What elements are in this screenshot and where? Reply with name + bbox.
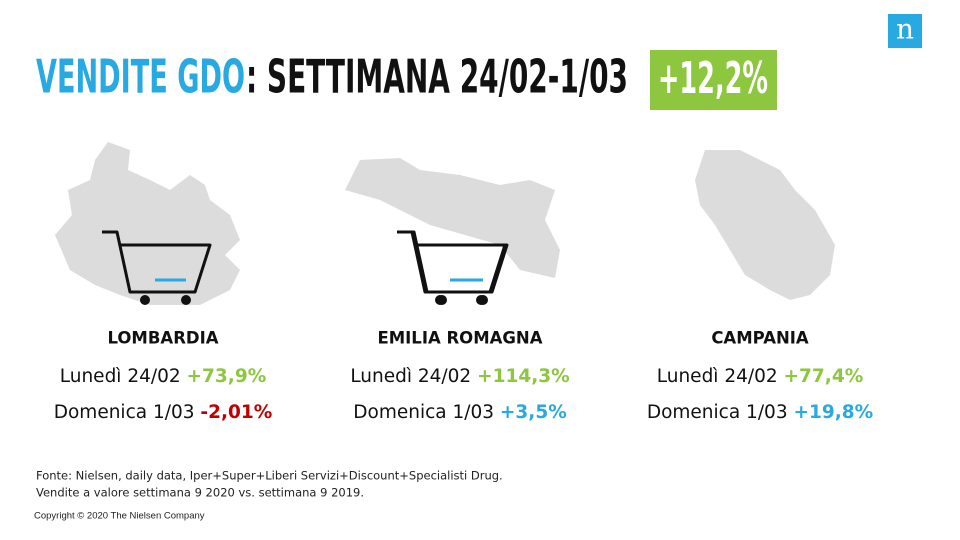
change-value: +77,4% [784,366,864,387]
cart-wheel [140,295,150,305]
total: +12,2% [658,53,768,104]
cart-icon [102,230,212,305]
change-value: +3,5% [500,402,567,423]
change-value: -2,01% [200,402,272,423]
cart-wheel [476,295,486,305]
source-line: Fonte: Nielsen, daily data, Iper+Super+L… [36,469,503,483]
day-label: Domenica 1/03 [54,402,195,423]
change-value: +114,3% [477,366,570,387]
region-line: Lunedì 24/02 +77,4% [657,366,863,387]
change-value: +73,9% [187,366,267,387]
region-line: Domenica 1/03 +3,5% [353,402,566,423]
logo: n [896,13,914,46]
region-name: CAMPANIA [711,329,809,348]
region-line: Lunedì 24/02 +73,9% [60,366,266,387]
day-label: Lunedì 24/02 [350,366,471,387]
cart-body [397,230,507,294]
day-label: Lunedì 24/02 [657,366,778,387]
cart-wheel [435,295,445,305]
map-emilia-romagna [345,158,560,278]
logo-box [888,14,922,48]
day-label: Lunedì 24/02 [60,366,181,387]
day-label: Domenica 1/03 [647,402,788,423]
total-box [650,50,777,110]
map-lombardia [55,142,240,305]
cart-body [102,230,212,294]
cart-wheel [181,295,191,305]
copyright: Copyright © 2020 The Nielsen Company [34,511,205,522]
day-label: Domenica 1/03 [353,402,494,423]
change-value: +19,8% [793,402,873,423]
source-line: Vendite a valore settimana 9 2020 vs. se… [36,486,364,500]
title-highlight: VENDITE GDO [36,50,245,104]
region-name: EMILIA ROMAGNA [377,329,542,348]
region-line: Domenica 1/03 +19,8% [647,402,873,423]
region-name: LOMBARDIA [107,329,218,348]
title: : SETTIMANA 24/02-1/03 [246,50,628,104]
map-campania [695,150,835,300]
region-line: Domenica 1/03 -2,01% [54,402,273,423]
region-line: Lunedì 24/02 +114,3% [350,366,569,387]
cart-icon [397,230,507,305]
